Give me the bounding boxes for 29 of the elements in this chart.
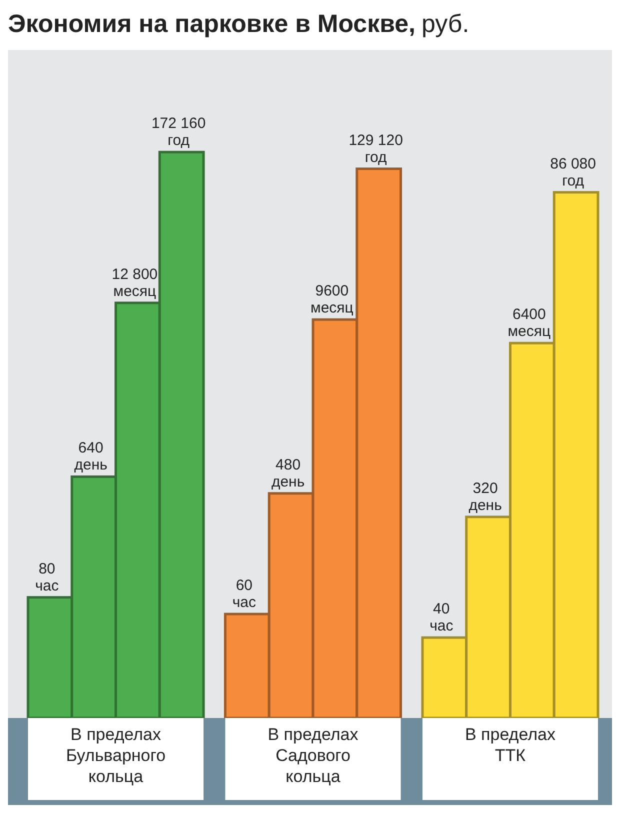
text: год — [562, 172, 584, 190]
data-label: 60 — [236, 577, 253, 594]
text: час — [430, 618, 454, 635]
data-label: 320 — [472, 480, 498, 497]
data-label: 6400 — [512, 306, 546, 324]
data-label: 86 080 — [550, 155, 596, 172]
x-tick-label: В пределах Бульварного кольца — [66, 725, 166, 786]
text: час — [232, 594, 256, 612]
data-label: 80 — [38, 560, 56, 578]
chart-title: Экономия на парковке в Москве, — [8, 10, 416, 38]
chart-subtitle: руб. — [421, 10, 470, 38]
series-label: час — [35, 577, 60, 594]
data-label: 40 — [433, 600, 450, 618]
text: день — [271, 473, 305, 490]
x-tick-label: В пределах Садового кольца — [268, 725, 359, 786]
text: месяц — [310, 300, 354, 317]
data-label: 172 160 — [151, 115, 206, 132]
data-label: 480 — [276, 456, 301, 474]
data-label: 12 800 — [112, 266, 158, 283]
data-label: 640 — [78, 440, 104, 457]
x-tick-label: В пределах ТТК — [464, 725, 556, 765]
data-label: 129 120 — [348, 132, 403, 149]
text: день — [468, 496, 502, 514]
series-label: день — [74, 456, 108, 474]
data-label: 9600 — [315, 282, 349, 300]
series-label: год — [168, 132, 190, 150]
text: месяц — [508, 323, 551, 340]
text: год — [364, 148, 387, 166]
series-label: месяц — [113, 282, 157, 300]
